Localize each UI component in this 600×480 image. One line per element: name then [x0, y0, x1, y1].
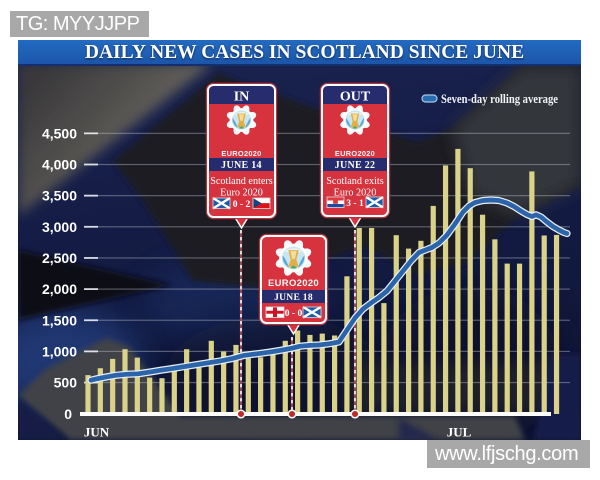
svg-text:OUT: OUT: [340, 90, 371, 105]
svg-text:EURO2020: EURO2020: [221, 149, 261, 158]
svg-text:1,000: 1,000: [42, 343, 77, 359]
svg-text:4,000: 4,000: [42, 157, 77, 173]
svg-text:1,500: 1,500: [42, 312, 77, 328]
svg-text:0 - 0: 0 - 0: [285, 309, 303, 319]
svg-text:JUNE 18: JUNE 18: [274, 293, 313, 303]
svg-text:2,500: 2,500: [42, 250, 77, 266]
svg-text:JUL: JUL: [447, 425, 472, 440]
svg-text:JUNE 14: JUNE 14: [221, 160, 262, 171]
svg-text:2,000: 2,000: [42, 281, 77, 297]
svg-text:500: 500: [54, 375, 78, 391]
svg-text:3 - 1: 3 - 1: [346, 199, 364, 209]
svg-text:JUN: JUN: [84, 425, 110, 440]
svg-text:IN: IN: [234, 90, 250, 105]
svg-text:Euro 2020: Euro 2020: [334, 188, 377, 199]
svg-text:0 - 2: 0 - 2: [233, 200, 251, 210]
svg-text:EURO2020: EURO2020: [268, 278, 319, 289]
svg-text:Scotland enters: Scotland enters: [210, 176, 273, 187]
svg-text:Seven-day rolling average: Seven-day rolling average: [441, 91, 558, 106]
svg-text:JUNE 22: JUNE 22: [335, 160, 376, 171]
svg-text:3,000: 3,000: [42, 219, 77, 235]
svg-text:EURO2020: EURO2020: [335, 149, 375, 158]
svg-text:Scotland exits: Scotland exits: [326, 176, 383, 187]
svg-text:0: 0: [64, 406, 72, 422]
svg-text:4,500: 4,500: [42, 125, 77, 141]
svg-text:3,500: 3,500: [42, 188, 77, 204]
svg-text:Euro 2020: Euro 2020: [220, 188, 263, 199]
